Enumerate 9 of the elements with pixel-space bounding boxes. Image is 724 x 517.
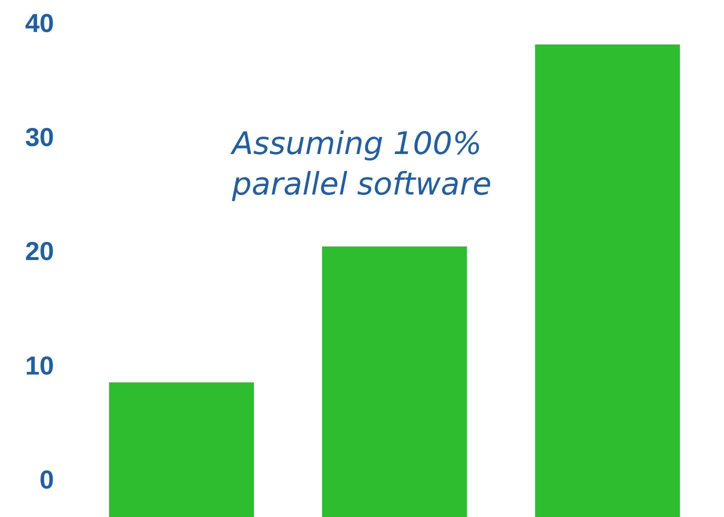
y-tick-label: 0: [40, 464, 54, 494]
annotation: Assuming 100% parallel software: [230, 126, 492, 202]
y-tick-label: 10: [25, 350, 54, 380]
bar: [322, 246, 467, 517]
y-tick-label: 40: [25, 8, 54, 38]
y-tick-label: 30: [25, 122, 54, 152]
bar: [535, 44, 680, 517]
bar: [109, 382, 254, 517]
y-tick-label: 20: [25, 236, 54, 266]
